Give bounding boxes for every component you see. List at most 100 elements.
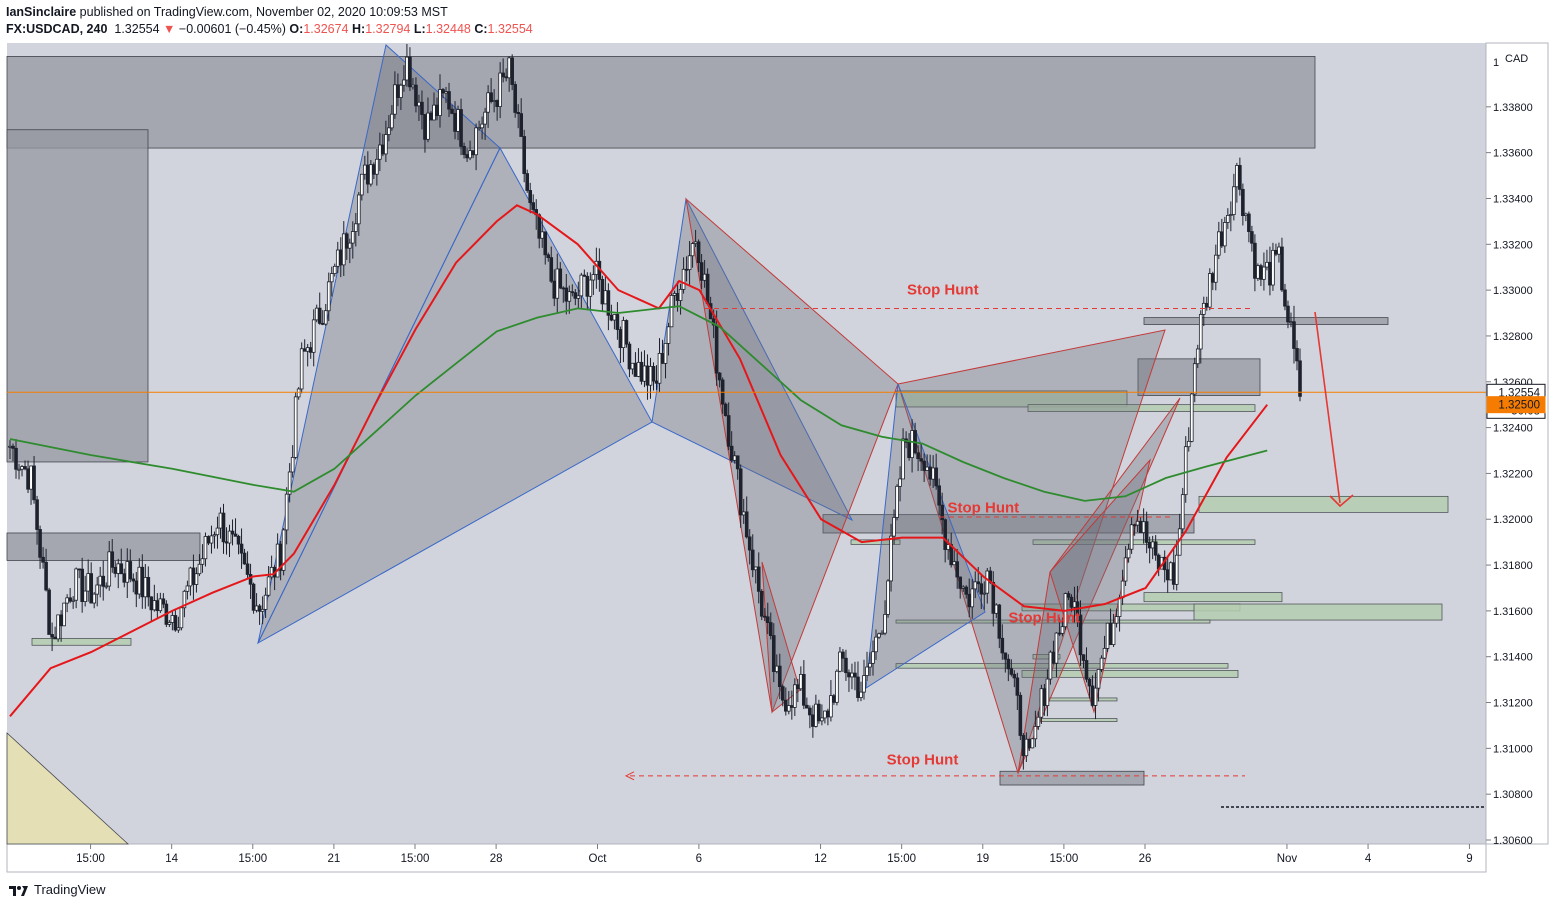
candle-body [432, 104, 436, 121]
candle-body [1078, 614, 1083, 656]
candle-body [540, 231, 545, 239]
candle-body [576, 295, 581, 299]
candle-body [1087, 678, 1092, 687]
candle-body [215, 527, 220, 536]
candle-body [375, 158, 379, 175]
tradingview-logo[interactable]: TradingView [8, 882, 106, 897]
candle-body [423, 114, 427, 140]
candle-body [390, 113, 394, 129]
time-tick-label: 26 [1139, 853, 1152, 865]
candle-body [435, 104, 439, 116]
candle-body [50, 634, 54, 638]
candle-body [74, 568, 78, 601]
candle-body [841, 651, 845, 659]
candle-body [53, 636, 57, 640]
candle-body [976, 581, 981, 585]
left-arrow-icon [624, 771, 635, 781]
candle-body [1183, 446, 1188, 496]
down-arrow-icon [1329, 494, 1354, 508]
candle-body [790, 705, 794, 708]
candle-body [943, 519, 947, 550]
moving-averages-layer [9, 204, 1268, 717]
candle-body [630, 362, 635, 370]
candle-body [937, 485, 941, 506]
candle-body [41, 556, 45, 563]
price-axis-background[interactable] [1485, 42, 1549, 845]
time-axis-background[interactable] [6, 843, 1487, 873]
time-tick-label: 6 [696, 853, 702, 865]
candle-body [1229, 214, 1233, 216]
candle-body [360, 173, 364, 196]
candle-body [465, 154, 469, 159]
candle-body [1286, 305, 1290, 323]
candle-body [296, 388, 301, 398]
candle-body [919, 458, 923, 462]
candle-body [1099, 657, 1104, 670]
candle-body [381, 144, 385, 155]
candle-body [880, 632, 884, 635]
candle-body [657, 352, 662, 384]
candle-body [155, 600, 160, 612]
candle-body [765, 616, 770, 623]
candle-body [756, 566, 761, 592]
author-name[interactable]: IanSinclaire [6, 5, 77, 19]
candle-body [609, 314, 614, 321]
candle-body [862, 675, 866, 693]
candle-body [543, 231, 548, 256]
candle-body [979, 583, 984, 595]
candle-body [23, 466, 27, 470]
candle-body [546, 254, 551, 259]
candle-body [627, 343, 632, 370]
candle-body [56, 614, 60, 640]
candle-body [621, 320, 626, 349]
candle-body [663, 342, 668, 364]
candle-body [1096, 669, 1101, 689]
candle-body [80, 568, 84, 602]
candle-body [323, 310, 328, 325]
harmonic-pattern-triangle [897, 329, 1166, 775]
candle-body [68, 597, 72, 602]
candle-body [107, 551, 112, 587]
candle-body [1250, 231, 1254, 244]
candle-body [612, 314, 617, 321]
candle-body [690, 243, 695, 257]
candle-body [699, 262, 704, 281]
candle-body [868, 662, 872, 668]
price-label-box [1486, 396, 1546, 414]
candle-body [955, 561, 960, 578]
forecast-arrow-line [1314, 311, 1341, 504]
candle-body [149, 596, 154, 611]
candle-body [152, 600, 157, 611]
candle-body [895, 485, 899, 518]
candle-body [456, 109, 460, 132]
candle-body [399, 84, 403, 98]
candle-body [856, 676, 860, 698]
candle-body [519, 113, 523, 137]
time-axis[interactable]: 15:00 14 15:00 21 15:00 28 Oct 6 12 15:00 19 15:00 2… [76, 844, 1473, 865]
candle-body [146, 577, 151, 598]
candle-body [732, 455, 737, 461]
candle-body [59, 614, 63, 627]
candle-body [985, 570, 990, 594]
candle-body [964, 586, 969, 595]
candle-body [1283, 289, 1287, 307]
candle-body [729, 445, 734, 461]
candle-body [299, 348, 304, 390]
demand-zone [31, 638, 132, 646]
symbol-label[interactable]: FX:USDCAD, 240 [6, 22, 108, 36]
candle-body [1289, 321, 1293, 324]
candle-body [86, 573, 90, 592]
candle-body [161, 598, 166, 605]
candle-body [122, 573, 127, 583]
candle-body [1204, 302, 1209, 308]
time-tick-label: 28 [490, 853, 503, 865]
candle-body [77, 568, 81, 571]
candle-body [212, 534, 217, 537]
candle-body [961, 586, 966, 589]
harmonic-pattern-triangle [685, 197, 899, 714]
candle-body [104, 585, 109, 588]
candle-body [1168, 562, 1173, 581]
price-axis-label: 1.32500 [1498, 400, 1540, 412]
price-axis[interactable]: 1.30600 1.30800 1.31000 1.31200 1.31400 1.316… [1486, 53, 1546, 847]
